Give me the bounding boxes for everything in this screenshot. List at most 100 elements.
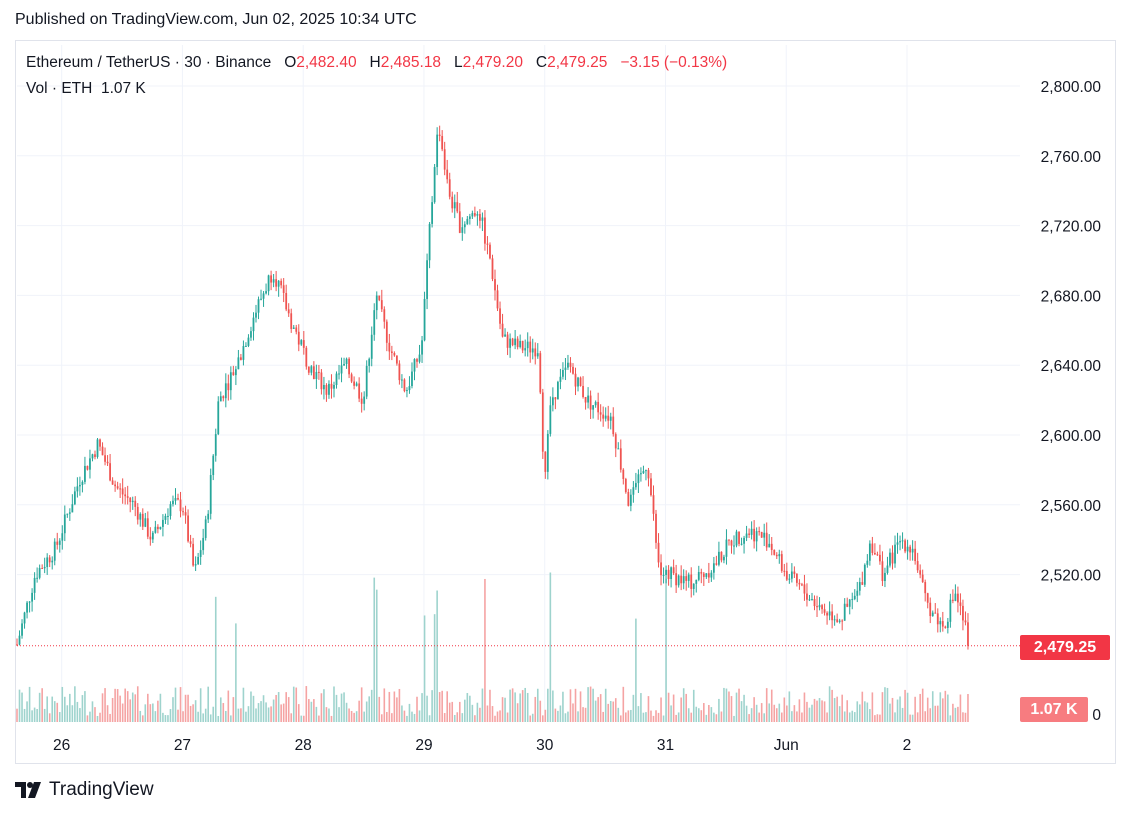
volume-bar xyxy=(569,689,572,722)
candle-body xyxy=(496,290,499,309)
candle-body xyxy=(692,583,695,589)
candle-body xyxy=(406,390,408,392)
candle-body xyxy=(81,481,84,485)
volume-bar xyxy=(116,689,119,722)
candle-body xyxy=(559,376,562,382)
candle-body xyxy=(753,528,756,542)
candle-body xyxy=(536,353,539,357)
volume-bar xyxy=(375,589,378,722)
ohlc-legend: Ethereum / TetherUS · 30 · Binance O2,48… xyxy=(26,54,727,72)
volume-bar xyxy=(86,715,89,722)
open-value: 2,482.40 xyxy=(296,54,357,71)
candle-body xyxy=(624,478,627,493)
volume-bar xyxy=(755,704,758,722)
candle-body xyxy=(715,563,718,565)
candle-body xyxy=(363,396,366,404)
candle-body xyxy=(967,622,969,646)
candle-body xyxy=(99,439,101,447)
candle-body xyxy=(61,533,64,541)
volume-bar xyxy=(587,687,589,722)
candle-body xyxy=(582,385,584,398)
volume-bar xyxy=(431,690,433,722)
candle-body xyxy=(617,448,620,450)
candle-body xyxy=(848,599,851,607)
candle-body xyxy=(702,573,705,577)
candle-body xyxy=(73,491,76,505)
candle-body xyxy=(946,621,949,628)
volume-bar xyxy=(697,708,700,722)
candle-body xyxy=(546,433,549,472)
candle-body xyxy=(926,593,929,603)
volume-bar xyxy=(519,693,521,722)
volume-bar xyxy=(632,694,635,722)
tradingview-brand[interactable]: TradingView xyxy=(15,779,154,801)
volume-bar xyxy=(579,691,582,722)
volume-bar xyxy=(230,715,232,722)
candle-body xyxy=(899,541,901,543)
volume-bar xyxy=(267,707,270,722)
volume-bar xyxy=(879,714,881,722)
candle-body xyxy=(416,359,418,362)
volume-bar xyxy=(539,700,542,722)
candle-body xyxy=(282,285,285,293)
volume-bar xyxy=(944,690,947,722)
candle-body xyxy=(292,327,295,329)
volume-bar xyxy=(853,712,856,722)
candle-body xyxy=(873,552,876,555)
candle-body xyxy=(473,213,476,216)
candle-body xyxy=(164,515,167,520)
candle-body xyxy=(126,496,129,498)
volume-bar xyxy=(353,712,355,722)
volume-bar xyxy=(798,699,801,722)
volume-bar xyxy=(675,714,677,722)
candle-body xyxy=(401,379,403,381)
volume-bar xyxy=(104,688,106,722)
symbol-label[interactable]: Ethereum / TetherUS · 30 · Binance xyxy=(26,54,272,71)
candle-body xyxy=(743,537,745,544)
candle-body xyxy=(650,478,652,496)
candle-body xyxy=(368,358,371,366)
candle-body xyxy=(333,384,335,389)
candle-body xyxy=(217,401,220,435)
volume-bar xyxy=(184,694,187,722)
high-label: H xyxy=(369,54,381,71)
volume-bar xyxy=(599,694,602,722)
candle-body xyxy=(403,379,406,392)
candle-body xyxy=(868,543,871,561)
volume-bar xyxy=(607,703,610,722)
close-value: 2,479.25 xyxy=(547,54,608,71)
volume-bar xyxy=(411,711,413,722)
candle-body xyxy=(154,526,157,533)
volume-bar xyxy=(753,697,755,722)
candle-body xyxy=(904,540,906,552)
volume-bar xyxy=(448,702,451,722)
volume-bar xyxy=(277,692,280,722)
candle-body xyxy=(365,365,368,397)
candle-body xyxy=(806,593,808,600)
volume-bar xyxy=(823,701,826,722)
volume-bar xyxy=(856,701,859,722)
candle-body xyxy=(556,381,559,400)
candle-body xyxy=(695,579,698,584)
candle-body xyxy=(53,541,56,561)
candle-body xyxy=(312,366,315,379)
volume-label[interactable]: Vol · ETH xyxy=(26,80,93,97)
volume-bar xyxy=(690,712,693,722)
volume-bar xyxy=(418,710,421,722)
volume-bar xyxy=(869,709,871,722)
candle-body xyxy=(889,552,891,566)
candle-body xyxy=(707,573,710,578)
candle-body xyxy=(783,570,786,572)
candle-body xyxy=(788,578,791,580)
candle-body xyxy=(534,348,537,357)
candle-body xyxy=(914,548,917,562)
candle-body xyxy=(539,353,542,393)
tradingview-logo-icon xyxy=(15,782,41,798)
candle-body xyxy=(921,574,924,583)
volume-bar xyxy=(491,706,494,722)
volume-bar xyxy=(350,710,353,722)
candle-body xyxy=(602,414,605,419)
candle-body xyxy=(438,134,441,137)
volume-bar xyxy=(99,712,101,722)
